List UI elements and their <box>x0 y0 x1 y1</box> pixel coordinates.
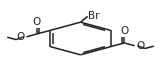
Text: O: O <box>33 17 41 27</box>
Text: Br: Br <box>88 11 100 21</box>
Text: O: O <box>137 41 145 51</box>
Text: O: O <box>16 32 24 42</box>
Text: O: O <box>120 26 128 36</box>
